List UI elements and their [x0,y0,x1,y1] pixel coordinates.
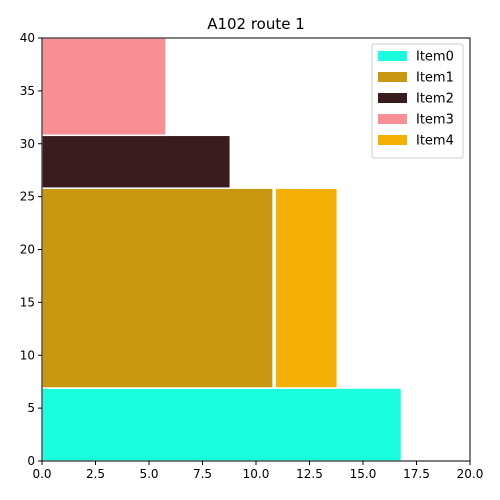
x-axis: 0.0 2.5 5.0 7.5 10.0 12.5 15.0 17.5 20.0 [32,461,483,481]
bar-item4 [274,187,339,389]
legend-label-item4: Item4 [416,134,454,149]
y-axis: 0 5 10 15 20 25 30 35 40 [20,31,42,468]
x-tick-label: 12.5 [296,467,323,481]
y-tick-label: 5 [27,401,35,415]
legend-swatch-item3 [378,114,407,124]
x-tick-label: 15.0 [350,467,377,481]
legend-label-item1: Item1 [416,71,454,86]
y-tick-label: 20 [20,243,35,257]
x-tick-label: 20.0 [457,467,484,481]
y-tick-label: 35 [20,84,35,98]
x-tick-label: 0.0 [32,467,51,481]
x-tick-label: 2.5 [86,467,105,481]
x-tick-label: 7.5 [193,467,212,481]
bar-item0 [41,387,403,462]
legend-swatch-item2 [378,93,407,103]
legend-label-item2: Item2 [416,92,454,107]
legend-swatch-item1 [378,72,407,82]
legend: Item0 Item1 Item2 Item3 Item4 [371,43,464,159]
chart-title: A102 route 1 [207,15,305,33]
legend-swatch-item0 [378,51,407,61]
legend-swatch-item4 [378,135,407,145]
x-tick-label: 10.0 [243,467,270,481]
y-tick-label: 25 [20,190,35,204]
bar-item3 [41,37,167,137]
x-tick-label: 5.0 [139,467,158,481]
legend-label-item3: Item3 [416,113,454,128]
y-tick-label: 40 [20,31,35,45]
x-tick-label: 17.5 [403,467,430,481]
y-tick-label: 30 [20,137,35,151]
y-tick-label: 10 [20,348,35,362]
bar-item1 [41,187,274,389]
bar-item2 [41,134,232,189]
bar-layer [41,37,403,462]
y-tick-label: 15 [20,295,35,309]
legend-label-item0: Item0 [416,50,454,65]
y-tick-label: 0 [27,454,35,468]
